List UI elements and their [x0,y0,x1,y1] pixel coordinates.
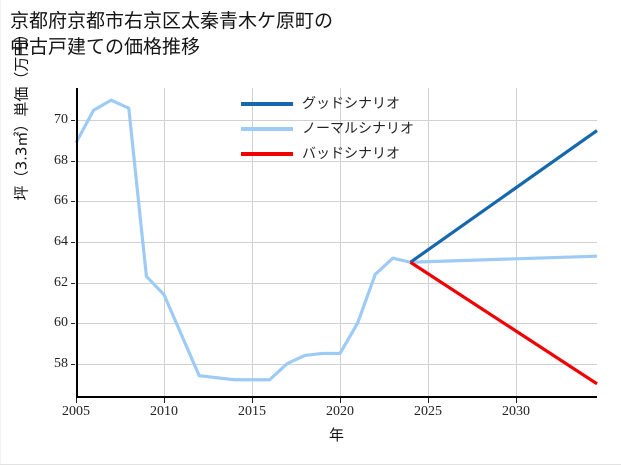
y-tick-mark [71,282,75,284]
y-tick-mark [71,323,75,325]
x-tick-mark [164,398,165,403]
gridline-horizontal [76,363,597,365]
gridline-horizontal [76,120,597,122]
gridline-vertical [428,88,430,397]
legend-swatch-good [241,102,293,106]
x-tick-mark [428,398,430,403]
x-tick-mark [76,398,77,403]
x-tick-label: 2020 [326,404,355,419]
legend-label-good: グッドシナリオ [302,96,400,112]
x-axis-spine [76,396,597,398]
y-tick-label: 64 [54,233,68,249]
series-line [409,129,598,264]
y-tick-label: 66 [54,193,68,209]
chart-legend: グッドシナリオ ノーマルシナリオ バッドシナリオ [241,92,451,167]
gridline-vertical [164,88,165,397]
series-line [74,98,598,382]
legend-label-normal: ノーマルシナリオ [302,121,414,137]
y-tick-label: 62 [54,274,68,290]
gridline-vertical [252,88,253,397]
legend-swatch-normal [241,127,293,131]
gridline-horizontal [76,282,597,284]
gridline-vertical [340,88,342,397]
y-tick-mark [71,120,75,122]
left-edge-rule [0,0,1,465]
x-tick-mark [516,398,518,403]
legend-swatch-bad [241,152,293,156]
y-axis-spine [76,88,78,398]
gridline-horizontal [76,201,597,203]
gridline-horizontal [76,323,597,325]
x-tick-label: 2005 [62,404,90,419]
data-series-layer [74,98,598,386]
chart-title: 京都府京都市右京区太秦青木ケ原町の 中古戸建ての価格推移 [10,10,334,58]
x-tick-mark [340,398,342,403]
gridline-horizontal [76,241,597,243]
x-tick-label: 2030 [502,404,531,419]
y-tick-mark [71,363,75,365]
legend-item-bad: バッドシナリオ [241,142,451,167]
x-tick-label: 2015 [238,404,266,419]
y-axis-label: 坪（3.3㎡）単価（万円） [12,26,31,201]
x-tick-label: 2010 [150,404,178,419]
gridline-vertical [516,88,518,397]
x-tick-label: 2025 [414,404,443,419]
legend-item-normal: ノーマルシナリオ [241,117,451,142]
series-line [409,260,598,386]
gridline-horizontal [76,160,597,162]
y-tick-label: 70 [54,112,68,128]
y-tick-mark [71,201,75,203]
y-tick-mark [71,241,75,243]
y-tick-mark [71,160,75,162]
x-axis-label: 年 [328,426,344,444]
y-tick-label: 60 [54,315,68,331]
x-tick-mark [252,398,253,403]
legend-item-good: グッドシナリオ [241,92,451,117]
y-tick-label: 68 [54,152,68,168]
plot-area [71,88,598,403]
legend-label-bad: バッドシナリオ [302,146,400,162]
y-tick-label: 58 [54,355,68,371]
